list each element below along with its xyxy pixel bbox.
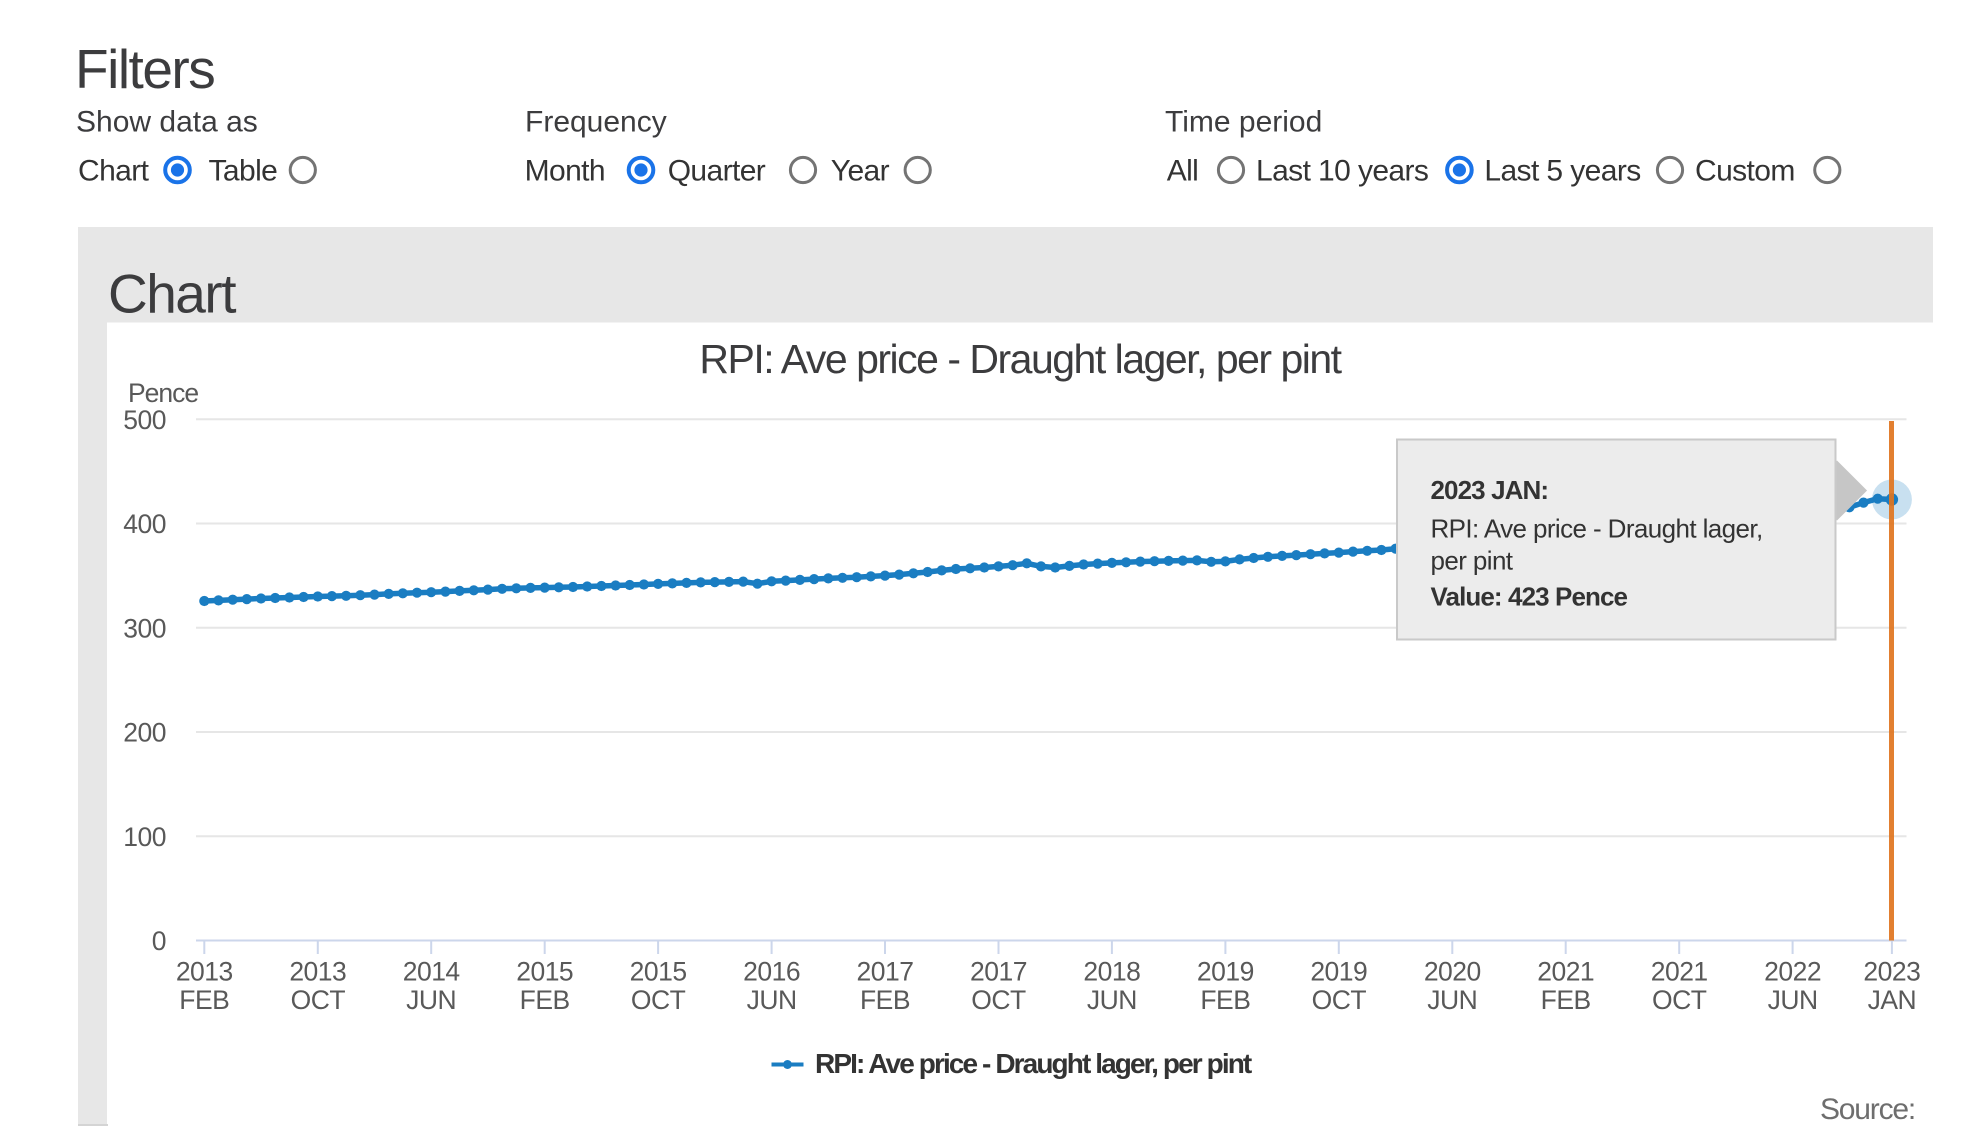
svg-text:2015: 2015 <box>630 957 687 987</box>
svg-text:Year: Year <box>831 155 890 188</box>
svg-text:Quarter: Quarter <box>668 155 766 188</box>
svg-text:FEB: FEB <box>179 985 229 1015</box>
svg-text:300: 300 <box>123 613 166 643</box>
svg-text:FEB: FEB <box>1200 985 1250 1015</box>
svg-text:500: 500 <box>123 405 166 435</box>
svg-text:400: 400 <box>123 509 166 539</box>
svg-text:All: All <box>1167 155 1199 188</box>
svg-text:Table: Table <box>209 155 278 188</box>
svg-text:FEB: FEB <box>860 985 910 1015</box>
svg-text:2019: 2019 <box>1310 957 1367 987</box>
svg-text:2021: 2021 <box>1651 957 1708 987</box>
svg-text:Custom: Custom <box>1695 155 1795 188</box>
svg-text:Value: 423 Pence: Value: 423 Pence <box>1431 582 1628 612</box>
svg-text:JUN: JUN <box>406 985 456 1015</box>
svg-text:OCT: OCT <box>1312 985 1367 1015</box>
svg-text:Time period: Time period <box>1165 106 1322 139</box>
svg-text:2020: 2020 <box>1424 957 1481 987</box>
svg-text:200: 200 <box>123 718 166 748</box>
svg-text:Month: Month <box>525 155 605 188</box>
svg-text:OCT: OCT <box>291 985 346 1015</box>
svg-text:2017: 2017 <box>857 957 914 987</box>
svg-text:Filters: Filters <box>75 38 214 100</box>
svg-text:JAN: JAN <box>1868 985 1917 1015</box>
svg-text:2014: 2014 <box>403 957 460 987</box>
svg-text:2023 JAN:: 2023 JAN: <box>1431 475 1549 505</box>
svg-text:FEB: FEB <box>520 985 570 1015</box>
svg-text:FEB: FEB <box>1541 985 1591 1015</box>
svg-text:Last 10 years: Last 10 years <box>1256 155 1428 188</box>
svg-text:2013: 2013 <box>289 957 346 987</box>
svg-text:RPI: Ave price - Draught lager: RPI: Ave price - Draught lager, per pint <box>815 1048 1252 1079</box>
svg-text:0: 0 <box>152 926 166 956</box>
svg-text:2023: 2023 <box>1863 957 1920 987</box>
svg-text:RPI: Ave price - Draught lager: RPI: Ave price - Draught lager, <box>1431 514 1763 544</box>
svg-text:JUN: JUN <box>1427 985 1477 1015</box>
svg-text:Show data as: Show data as <box>76 106 258 139</box>
svg-text:Chart: Chart <box>78 155 150 188</box>
svg-text:JUN: JUN <box>1087 985 1137 1015</box>
svg-text:OCT: OCT <box>631 985 686 1015</box>
svg-text:2018: 2018 <box>1083 957 1140 987</box>
svg-text:OCT: OCT <box>1652 985 1707 1015</box>
svg-text:OCT: OCT <box>971 985 1026 1015</box>
svg-text:per pint: per pint <box>1431 546 1514 576</box>
svg-text:Frequency: Frequency <box>525 106 667 139</box>
svg-text:2013: 2013 <box>176 957 233 987</box>
svg-text:100: 100 <box>123 822 166 852</box>
svg-text:2019: 2019 <box>1197 957 1254 987</box>
svg-text:RPI: Ave price - Draught lager: RPI: Ave price - Draught lager, per pint <box>699 336 1342 382</box>
svg-text:JUN: JUN <box>1768 985 1818 1015</box>
svg-text:JUN: JUN <box>747 985 797 1015</box>
svg-text:Pence: Pence <box>128 378 198 408</box>
svg-text:2022: 2022 <box>1764 957 1821 987</box>
svg-text:Last 5 years: Last 5 years <box>1484 155 1640 188</box>
svg-text:2017: 2017 <box>970 957 1027 987</box>
svg-text:Source:: Source: <box>1820 1093 1915 1126</box>
svg-text:Chart: Chart <box>108 263 236 325</box>
svg-text:2016: 2016 <box>743 957 800 987</box>
svg-text:2021: 2021 <box>1537 957 1594 987</box>
svg-text:2015: 2015 <box>516 957 573 987</box>
